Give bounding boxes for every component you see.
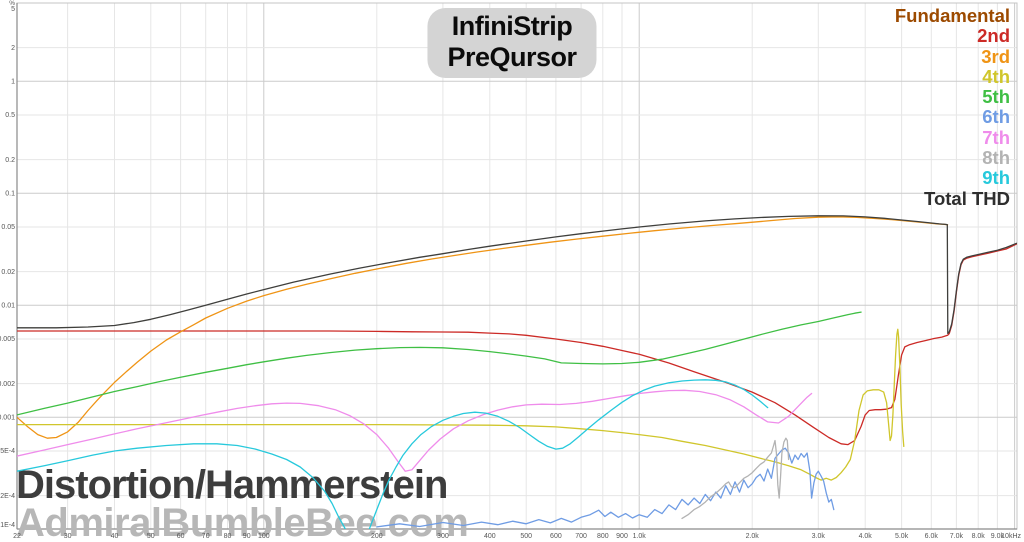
- y-tick-label: 5: [11, 6, 15, 13]
- series-8th: [681, 437, 790, 520]
- y-tick-label: 0.02: [1, 269, 15, 276]
- y-axis-unit: %: [9, 0, 15, 7]
- y-tick-label: 1E-4: [0, 522, 15, 529]
- x-tick-label: 50: [147, 533, 155, 540]
- series-2nd: [17, 243, 1017, 446]
- y-tick-label: 0.01: [1, 303, 15, 310]
- x-tick-label: 5.0k: [895, 533, 909, 540]
- y-tick-label: 0.5: [5, 112, 15, 119]
- legend-entry-6th[interactable]: 6th: [982, 106, 1010, 128]
- y-tick-label: 0.001: [0, 415, 15, 422]
- chart-title-line2: PreQursor: [447, 42, 577, 72]
- x-tick-label: 4.0k: [859, 533, 873, 540]
- y-tick-label: 0.005: [0, 336, 15, 343]
- series-layer: [17, 215, 1017, 529]
- legend-entry-9th[interactable]: 9th: [982, 167, 1010, 189]
- x-tick-label: 22: [13, 533, 21, 540]
- x-tick-label: 400: [484, 533, 496, 540]
- x-tick-label: 3.0k: [812, 533, 826, 540]
- y-tick-label: 0.002: [0, 381, 15, 388]
- x-tick-label: 80: [224, 533, 232, 540]
- legend-entry-8th[interactable]: 8th: [982, 147, 1010, 169]
- y-tick-label: 1: [11, 79, 15, 86]
- y-tick-label: 2: [11, 45, 15, 52]
- chart-title-box: InfiniStrip PreQursor: [427, 8, 597, 78]
- x-tick-label: 9.0k: [991, 533, 1005, 540]
- x-tick-label: 2.0k: [746, 533, 760, 540]
- legend-entry-7th[interactable]: 7th: [982, 126, 1010, 148]
- x-tick-label: 70: [202, 533, 210, 540]
- y-tick-label: 5E-4: [0, 448, 15, 455]
- series-5th: [17, 311, 862, 416]
- y-tick-label: 0.2: [5, 157, 15, 164]
- x-tick-label: 40: [111, 533, 119, 540]
- legend-entry-3rd[interactable]: 3rd: [981, 45, 1010, 67]
- x-tick-label: 200: [371, 533, 383, 540]
- legend-entry-4th[interactable]: 4th: [982, 65, 1010, 87]
- chart-annotation-label: Distortion/Hammerstein: [16, 463, 447, 507]
- x-tick-label: 8.0k: [972, 533, 986, 540]
- x-tick-label: 800: [597, 533, 609, 540]
- series-9th: [17, 379, 769, 529]
- x-tick-label: 900: [616, 533, 628, 540]
- x-tick-label: 10kHz: [1001, 533, 1021, 540]
- series-6th: [376, 447, 835, 528]
- series-3rd: [17, 216, 949, 439]
- x-tick-label: 600: [550, 533, 562, 540]
- x-tick-label: 700: [575, 533, 587, 540]
- x-tick-label: 500: [520, 533, 532, 540]
- legend-entry-total-thd[interactable]: Total THD: [924, 187, 1010, 209]
- y-tick-label: 2E-4: [0, 493, 15, 500]
- x-tick-label: 7.0k: [950, 533, 964, 540]
- legend-entry-fundamental[interactable]: Fundamental: [894, 5, 1010, 26]
- x-tick-label: 30: [64, 533, 72, 540]
- chart-title-line1: InfiniStrip: [451, 11, 573, 41]
- legend-entry-2nd[interactable]: 2nd: [977, 25, 1010, 47]
- grid-layer: [16, 2, 1018, 530]
- x-tick-label: 100: [258, 533, 270, 540]
- x-tick-label: 6.0k: [925, 533, 939, 540]
- y-tick-label: 0.1: [5, 191, 15, 198]
- x-tick-label: 90: [243, 533, 251, 540]
- x-tick-label: 1.0k: [633, 533, 647, 540]
- x-tick-label: 300: [437, 533, 449, 540]
- x-tick-label: 60: [177, 533, 185, 540]
- series-4th: [17, 328, 905, 481]
- harmonics-legend: Fundamental 2nd 3rd 4th 5th 6th 7th 8th 9th Total…: [894, 5, 1010, 209]
- watermark-text: AdmiralBumbleBee.com: [16, 501, 468, 542]
- series-7th: [17, 389, 813, 472]
- series-total-thd: [17, 215, 1017, 335]
- legend-entry-5th[interactable]: 5th: [982, 86, 1010, 108]
- y-tick-label: 0.05: [1, 224, 15, 231]
